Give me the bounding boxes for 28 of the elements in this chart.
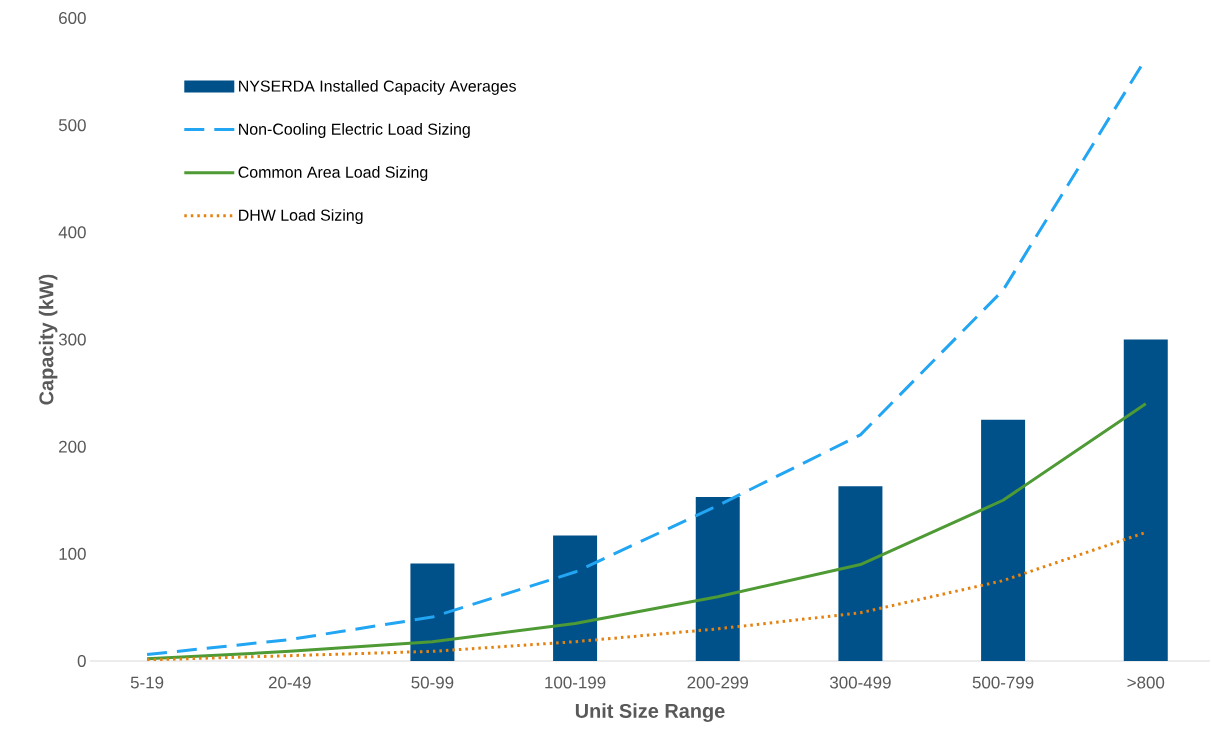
x-tick-label: 50-99 — [411, 676, 454, 689]
y-tick-label: 600 — [59, 11, 86, 24]
x-tick-label: 500-799 — [972, 676, 1034, 689]
y-axis-title: Capacity (kW) — [38, 274, 58, 405]
y-tick-label: 200 — [59, 440, 86, 453]
bar — [838, 486, 883, 661]
bar — [553, 535, 598, 661]
y-tick-label: 0 — [77, 655, 86, 667]
legend-label: Common Area Load Sizing — [238, 166, 428, 181]
x-tick-label: 5-19 — [130, 676, 164, 689]
x-tick-label: 20-49 — [268, 676, 311, 689]
x-tick-label: 300-499 — [829, 676, 891, 689]
y-tick-label: 500 — [58, 119, 86, 132]
x-axis-title: Unit Size Range — [575, 703, 725, 723]
x-tick-label: 100-199 — [545, 676, 606, 689]
bar — [695, 497, 740, 661]
bar — [981, 419, 1026, 661]
y-tick-label: 300 — [58, 333, 86, 346]
x-tick-label: 200-299 — [687, 676, 749, 689]
line-series — [145, 402, 1148, 661]
legend-label: Non-Cooling Electric Load Sizing — [239, 123, 470, 138]
y-tick-label: 100 — [59, 547, 86, 560]
y-tick-label: 400 — [58, 226, 86, 239]
x-tick-label: >800 — [1127, 676, 1165, 689]
legend-label: DHW Load Sizing — [239, 209, 363, 224]
legend-label: NYSERDA Installed Capacity Averages — [239, 80, 516, 95]
bar — [1123, 339, 1168, 661]
bar — [410, 563, 455, 661]
